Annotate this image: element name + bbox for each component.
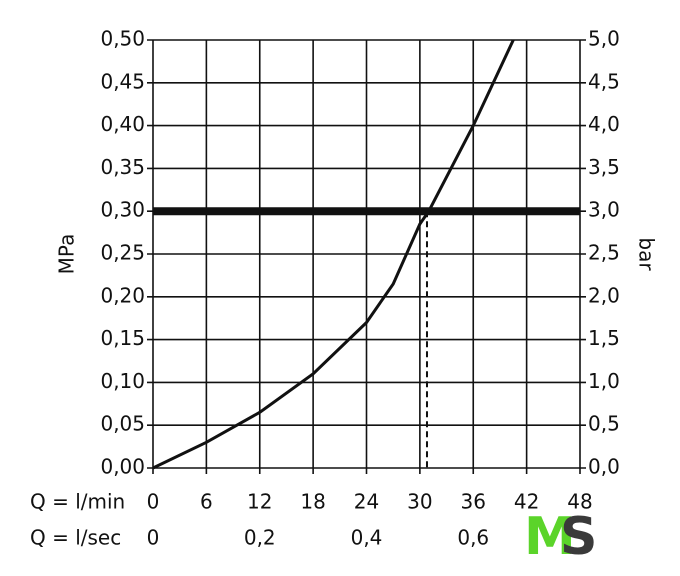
x-tick-label: 42 <box>514 490 539 514</box>
y2-tick-label: 0,5 <box>588 412 620 436</box>
x-tick-label: 30 <box>407 490 432 514</box>
y-tick-label: 0,40 <box>100 112 145 136</box>
y-tick-label: 0,00 <box>100 455 145 479</box>
y-axis-label: MPa <box>55 234 79 275</box>
x-tick-label: 48 <box>567 490 592 514</box>
x-tick-label: 18 <box>300 490 325 514</box>
y2-tick-label: 2,5 <box>588 241 620 265</box>
x2-row-label: Q = l/sec <box>30 526 121 550</box>
y-tick-label: 0,45 <box>100 69 145 93</box>
y2-tick-label: 5,0 <box>588 27 620 51</box>
y-tick-label: 0,05 <box>100 412 145 436</box>
y2-tick-label: 4,0 <box>588 112 620 136</box>
y2-tick-label: 2,0 <box>588 283 620 307</box>
y-tick-label: 0,30 <box>100 198 145 222</box>
y-tick-label: 0,15 <box>100 326 145 350</box>
y-tick-label: 0,25 <box>100 241 145 265</box>
y2-tick-label: 1,0 <box>588 369 620 393</box>
y-tick-label: 0,50 <box>100 27 145 51</box>
x-row-label: Q = l/min <box>30 490 125 514</box>
curve <box>152 39 515 470</box>
logo-s: S <box>560 507 597 567</box>
y-tick-label: 0,20 <box>100 283 145 307</box>
x-tick-label: 0 <box>147 490 160 514</box>
y2-tick-label: 0,0 <box>588 455 620 479</box>
x2-tick-label: 0,4 <box>351 526 383 550</box>
y2-tick-label: 4,5 <box>588 69 620 93</box>
y2-tick-label: 3,5 <box>588 155 620 179</box>
x-tick-label: 24 <box>354 490 379 514</box>
logo-m: M <box>524 507 576 567</box>
y2-axis-label: bar <box>635 237 659 271</box>
x2-tick-label: 0,6 <box>457 526 489 550</box>
y-tick-label: 0,35 <box>100 155 145 179</box>
y2-tick-label: 3,0 <box>588 198 620 222</box>
y2-tick-label: 1,5 <box>588 326 620 350</box>
x2-tick-label: 0 <box>147 526 160 550</box>
x-tick-label: 36 <box>461 490 486 514</box>
y-tick-label: 0,10 <box>100 369 145 393</box>
x2-tick-label: 0,2 <box>244 526 276 550</box>
x-tick-label: 12 <box>247 490 272 514</box>
x-tick-label: 6 <box>200 490 213 514</box>
